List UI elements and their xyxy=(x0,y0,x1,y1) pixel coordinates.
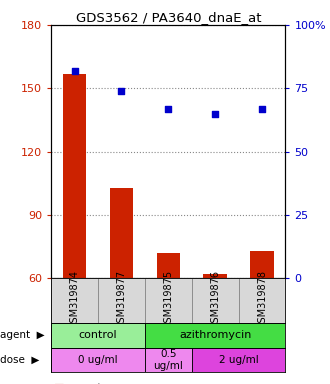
Point xyxy=(213,111,218,117)
Text: agent  ▶: agent ▶ xyxy=(0,330,45,340)
Text: GSM319874: GSM319874 xyxy=(70,270,80,329)
Point xyxy=(72,68,77,74)
Text: GSM319876: GSM319876 xyxy=(210,270,220,329)
Bar xyxy=(145,278,192,323)
Text: azithromycin: azithromycin xyxy=(179,330,251,340)
Bar xyxy=(51,348,145,372)
Text: ■: ■ xyxy=(54,383,65,384)
Text: GSM319877: GSM319877 xyxy=(116,270,126,329)
Point xyxy=(259,106,265,112)
Text: count: count xyxy=(73,383,102,384)
Text: control: control xyxy=(79,330,117,340)
Text: GSM319875: GSM319875 xyxy=(163,270,173,329)
Bar xyxy=(51,278,98,323)
Bar xyxy=(192,278,239,323)
Bar xyxy=(110,188,133,278)
Point xyxy=(119,88,124,94)
Text: dose  ▶: dose ▶ xyxy=(0,355,39,365)
Text: 2 ug/ml: 2 ug/ml xyxy=(219,355,258,365)
Bar xyxy=(250,251,274,278)
Bar xyxy=(192,348,285,372)
Text: 0 ug/ml: 0 ug/ml xyxy=(78,355,118,365)
Title: GDS3562 / PA3640_dnaE_at: GDS3562 / PA3640_dnaE_at xyxy=(76,11,261,24)
Bar xyxy=(51,323,145,348)
Text: 0.5
ug/ml: 0.5 ug/ml xyxy=(153,349,183,371)
Bar xyxy=(156,253,180,278)
Bar xyxy=(98,278,145,323)
Bar xyxy=(239,278,285,323)
Bar xyxy=(63,74,86,278)
Bar xyxy=(145,323,285,348)
Bar xyxy=(203,274,227,278)
Point xyxy=(166,106,171,112)
Text: GSM319878: GSM319878 xyxy=(257,270,267,329)
Bar xyxy=(145,348,192,372)
